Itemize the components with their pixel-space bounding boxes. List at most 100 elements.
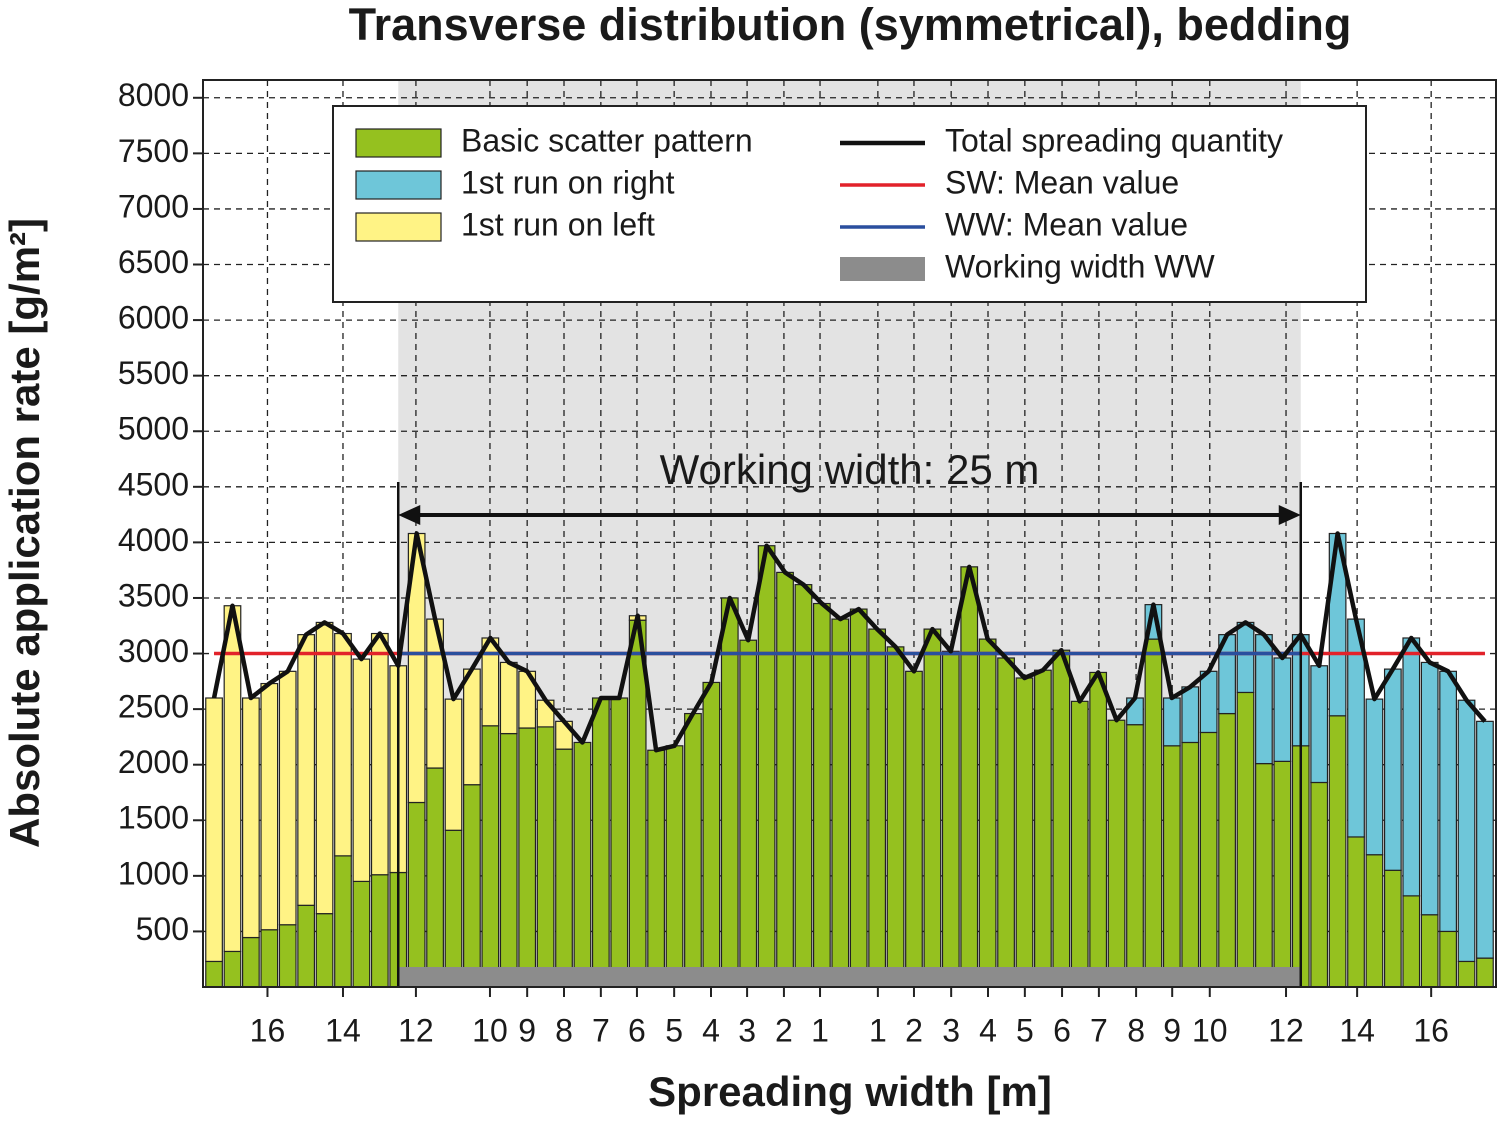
bar-segment [1181, 741, 1200, 988]
bar-segment [776, 571, 794, 988]
y-tick-label: 8000 [118, 77, 189, 113]
x-tick-label: 6 [1053, 1012, 1071, 1048]
bar-segment [1365, 854, 1384, 988]
x-tick-label: 12 [398, 1012, 434, 1048]
y-tick-label: 4000 [118, 522, 189, 558]
bar-segment [739, 639, 758, 988]
bar-segment [407, 801, 426, 988]
bar-segment [684, 712, 702, 988]
total-line [211, 531, 1487, 753]
bar-segment [370, 874, 389, 988]
x-tick-label: 14 [325, 1012, 361, 1048]
bar-segment [905, 670, 923, 988]
y-tick-label: 5000 [118, 411, 189, 447]
bar-segment [849, 608, 868, 988]
x-tick-label: 7 [592, 1012, 610, 1048]
bar-segment [1034, 669, 1052, 988]
bar-segment [960, 566, 979, 988]
x-tick-label: 4 [702, 1012, 720, 1048]
x-tick-label: 10 [1192, 1012, 1228, 1048]
x-tick-label: 12 [1268, 1012, 1304, 1048]
bar-segment [1162, 697, 1181, 747]
bar-segment [352, 658, 371, 883]
bar-segment [536, 726, 555, 988]
bar-segment [720, 597, 739, 988]
bar-segment [1476, 720, 1494, 959]
legend-swatch [355, 170, 442, 200]
bar-segment [757, 545, 776, 988]
y-tick-label: 7500 [118, 133, 189, 169]
bar-segment [334, 632, 352, 857]
x-tick-label: 7 [1090, 1012, 1108, 1048]
bar-segment [260, 929, 279, 988]
x-tick-label: 4 [979, 1012, 997, 1048]
bar-segment [1255, 762, 1273, 988]
bar-segment [223, 950, 242, 988]
bar-segment [647, 749, 665, 988]
bar-segment [1015, 677, 1034, 988]
bar-segment [997, 657, 1015, 988]
bar-segment [1439, 670, 1457, 933]
bar-segment [941, 650, 960, 988]
bar-segment [242, 697, 260, 939]
bar-segment [352, 880, 371, 988]
legend-label: Working width WW [945, 248, 1215, 284]
legend-label: Total spreading quantity [945, 122, 1283, 158]
chart-title: Transverse distribution (symmetrical), b… [349, 0, 1352, 50]
bar-segment [205, 960, 223, 988]
x-tick-label: 5 [1016, 1012, 1034, 1048]
bar-segment [444, 698, 463, 831]
working-width-bar [398, 967, 1301, 987]
y-tick-label: 5500 [118, 355, 189, 391]
bar-segment [205, 697, 223, 963]
y-tick-label: 6000 [118, 300, 189, 336]
x-tick-label: 9 [1163, 1012, 1181, 1048]
bar-segment [242, 936, 260, 988]
bar-segment [278, 670, 297, 926]
legend-swatch [355, 128, 442, 158]
x-tick-label: 8 [555, 1012, 573, 1048]
y-axis-label: Absolute application rate [g/m²] [1, 218, 48, 848]
bar-segment [1383, 668, 1402, 871]
bar-segment [334, 855, 352, 988]
bar-segment [1052, 649, 1071, 988]
x-tick-label: 8 [1127, 1012, 1145, 1048]
bar-segment [223, 605, 242, 953]
bar-segment [481, 725, 500, 988]
x-tick-label: 1 [811, 1012, 829, 1048]
bar-segment [868, 628, 887, 988]
y-tick-label: 7000 [118, 188, 189, 224]
bar-segment [499, 661, 518, 735]
legend-label: 1st run on left [461, 206, 655, 242]
bar-segment [702, 681, 721, 988]
bar-segment [1457, 699, 1476, 963]
legend-label: Basic scatter pattern [461, 122, 753, 158]
bar-segment [923, 628, 942, 988]
y-tick-label: 2500 [118, 689, 189, 725]
x-tick-label: 10 [472, 1012, 508, 1048]
y-tick-label: 6500 [118, 244, 189, 280]
bar-segment [370, 632, 389, 876]
bar-segment [426, 767, 444, 988]
y-tick-label: 2000 [118, 744, 189, 780]
y-tick-label: 500 [136, 911, 189, 947]
bar-segment [1236, 691, 1255, 988]
y-tick-label: 4500 [118, 466, 189, 502]
bar-segment [1236, 621, 1255, 694]
legend-label: WW: Mean value [945, 206, 1188, 242]
bar-segment [463, 668, 481, 786]
bar-segment [315, 621, 334, 915]
bar-segment [499, 732, 518, 988]
bar-segment [628, 619, 647, 988]
bar-segment [1310, 781, 1329, 988]
bar-segment [1107, 719, 1126, 988]
bar-segment [1476, 957, 1494, 988]
x-tick-label: 5 [665, 1012, 683, 1048]
bar-segment [665, 745, 684, 988]
legend-label: 1st run on right [461, 164, 675, 200]
bar-segment [1347, 836, 1365, 988]
bar-segment [1402, 637, 1421, 897]
bar-segment [573, 741, 592, 988]
bar-segment [831, 618, 850, 988]
